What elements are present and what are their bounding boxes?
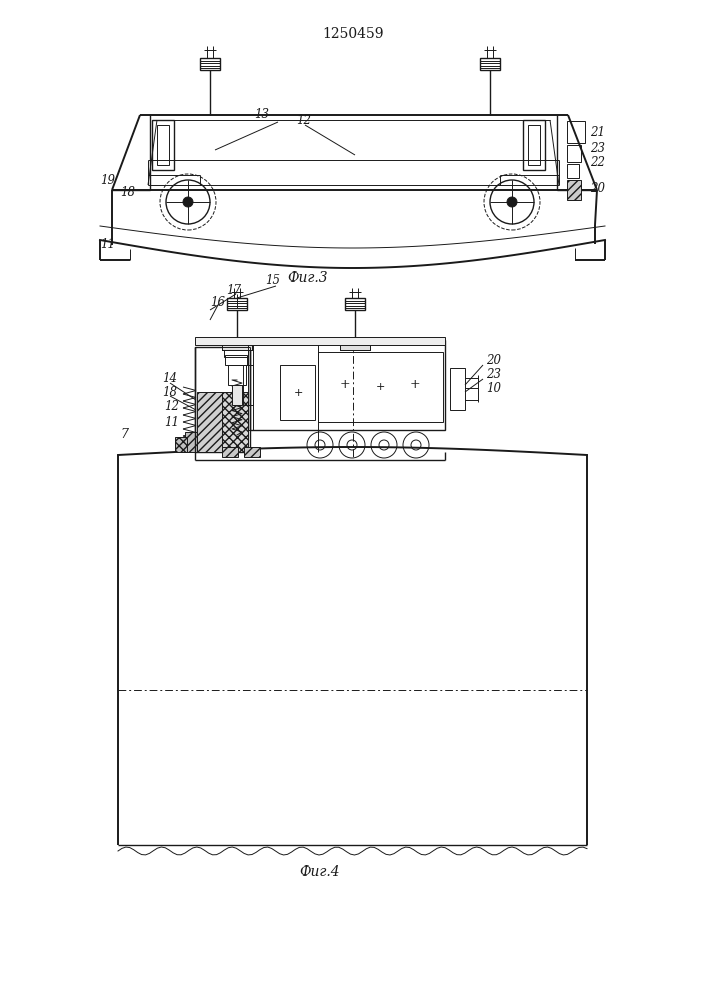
Bar [528, 125, 540, 165]
Bar [227, 298, 247, 310]
Bar [280, 365, 315, 420]
Bar [222, 342, 252, 350]
Bar [224, 349, 248, 357]
Text: 23: 23 [486, 368, 501, 381]
Bar [450, 368, 465, 410]
Text: 11: 11 [164, 416, 179, 428]
Text: +: + [409, 378, 421, 391]
Bar [523, 120, 545, 170]
Text: 14: 14 [162, 371, 177, 384]
Text: 23: 23 [590, 141, 605, 154]
Bar [195, 347, 250, 452]
Text: 18: 18 [120, 186, 135, 198]
Text: +: + [375, 382, 385, 392]
Bar [340, 342, 370, 350]
Bar [340, 342, 370, 350]
Text: 1250459: 1250459 [322, 27, 384, 41]
Bar [248, 342, 253, 430]
Bar [243, 365, 253, 405]
Bar [567, 180, 581, 200]
Text: 18: 18 [162, 385, 177, 398]
Bar [200, 58, 220, 70]
Text: +: + [293, 388, 303, 398]
Text: 13: 13 [254, 108, 269, 121]
Text: 12: 12 [296, 114, 311, 127]
Bar [318, 352, 443, 422]
Text: 11: 11 [100, 238, 115, 251]
Text: 20: 20 [486, 354, 501, 366]
Circle shape [183, 197, 193, 207]
Bar [197, 392, 222, 452]
Text: +: + [339, 378, 350, 391]
Bar [567, 121, 585, 143]
Bar [244, 447, 260, 457]
Text: 12: 12 [164, 399, 179, 412]
Circle shape [507, 197, 517, 207]
Bar [157, 125, 169, 165]
Text: 10: 10 [486, 382, 501, 395]
Bar [195, 337, 445, 345]
Bar [567, 164, 579, 178]
Bar [250, 340, 445, 430]
Bar [222, 447, 238, 457]
Text: 20: 20 [590, 182, 605, 194]
Text: 19: 19 [100, 174, 115, 186]
Bar [222, 342, 252, 350]
Bar [232, 385, 242, 405]
Text: Фиг.3: Фиг.3 [288, 271, 328, 285]
Bar [222, 392, 248, 452]
Text: 22: 22 [590, 155, 605, 168]
Text: 16: 16 [210, 296, 225, 308]
Text: Фиг.4: Фиг.4 [300, 865, 340, 879]
Bar [345, 298, 365, 310]
Text: 7: 7 [120, 428, 128, 442]
Bar [480, 58, 500, 70]
Bar [225, 355, 247, 365]
Text: 21: 21 [590, 126, 605, 139]
Bar [228, 365, 246, 385]
Text: 15: 15 [265, 273, 280, 286]
Bar [185, 432, 197, 452]
Text: 17: 17 [226, 284, 241, 296]
Bar [152, 120, 174, 170]
Bar [567, 145, 581, 162]
Bar [175, 437, 187, 452]
